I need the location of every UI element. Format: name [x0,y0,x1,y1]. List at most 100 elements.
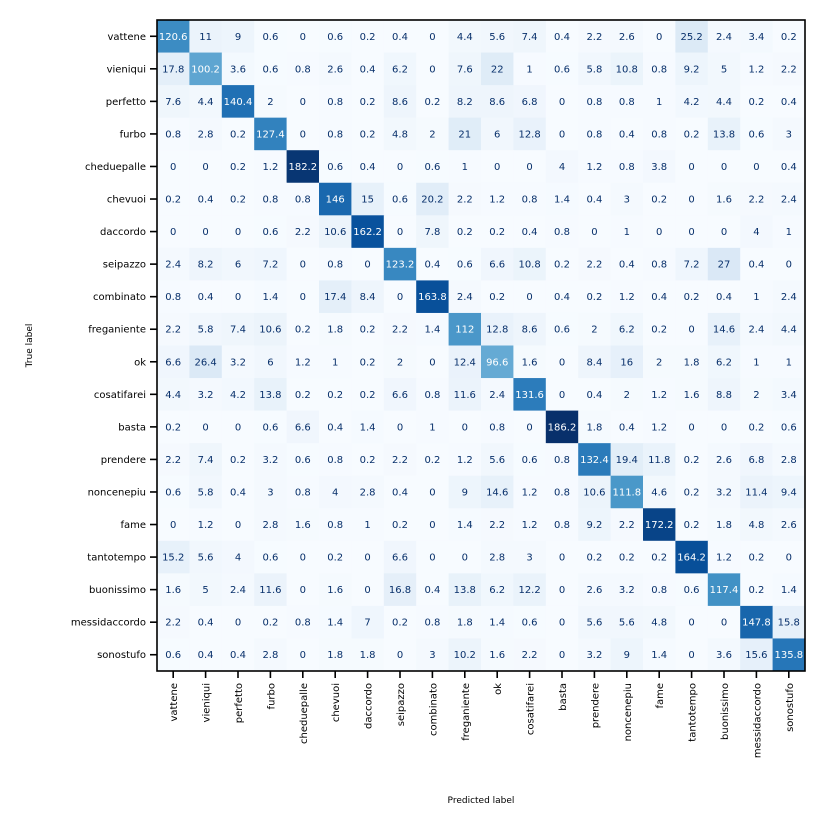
cell-value-label: 6.2 [489,585,505,596]
heatmap-cell [675,345,709,379]
heatmap-cell [610,540,644,574]
heatmap-cell [481,540,514,574]
heatmap-cell [707,638,741,672]
cell-value-label: 0 [559,390,565,401]
heatmap-cell [286,540,320,574]
cell-value-label: 0 [753,162,759,173]
cell-value-label: 11.6 [259,585,281,596]
heatmap-cell [513,182,547,216]
cell-value-label: 0.2 [230,195,246,206]
heatmap-cell [740,540,774,574]
cell-value-label: 0.2 [684,487,700,498]
cell-value-label: 14.6 [713,325,735,336]
heatmap-cell [416,345,450,379]
y-tick-label: noncenepiu [88,487,146,498]
heatmap-cell [286,280,320,314]
heatmap-cell [448,280,482,314]
cell-value-label: 0.8 [522,195,538,206]
cell-value-label: 0.2 [230,129,246,140]
cell-value-label: 6.8 [522,97,538,108]
heatmap-cell [286,20,320,54]
cell-value-label: 0 [721,162,727,173]
cell-value-label: 2.2 [586,260,602,271]
heatmap-cell [189,605,223,639]
cell-value-label: 1 [624,227,630,238]
cell-value-label: 27 [718,260,731,271]
heatmap-cell [416,215,450,249]
cell-value-label: 0 [494,162,500,173]
heatmap-cell [772,443,806,477]
heatmap-cell [254,475,288,509]
cell-value-label: 0.4 [198,618,214,629]
heatmap-cell [481,52,514,86]
heatmap-cells: 120.6 11 9 0.6 0 0.6 0.2 0.4 0 4.4 5.6 7.4 0.4 2.2 2.6… [157,20,806,672]
heatmap-cell [643,410,676,444]
cell-value-label: 2.6 [781,520,797,531]
cell-value-label: 0 [688,195,694,206]
cell-value-label: 0.4 [198,650,214,661]
heatmap-cell [578,117,612,151]
heatmap-cell [643,280,676,314]
cell-value-label: 0.4 [522,227,538,238]
heatmap-cell [610,475,644,509]
heatmap-cell [416,312,450,346]
heatmap-cell [221,117,255,151]
cell-value-label: 1 [656,97,662,108]
heatmap-cell [675,52,709,86]
heatmap-cell [351,605,385,639]
cell-value-label: 2.2 [489,520,505,531]
heatmap-cell [319,312,352,346]
heatmap-cell [513,378,547,412]
heatmap-cell [675,475,709,509]
cell-value-label: 0.2 [619,553,635,564]
cell-value-label: 0.8 [619,162,635,173]
cell-value-label: 3.4 [781,390,797,401]
cell-value-label: 0.2 [651,553,667,564]
y-axis: vattene vieniqui perfetto furbo cheduepalle c… [71,32,157,661]
heatmap-cell [416,280,450,314]
y-tick-label: ok [134,357,146,368]
heatmap-cell [643,443,676,477]
heatmap-cell [675,215,709,249]
heatmap-cell [286,378,320,412]
cell-value-label: 4 [753,227,759,238]
heatmap-cell [772,573,806,607]
cell-value-label: 182.2 [288,162,317,173]
x-tick-label: ok [493,683,504,695]
cell-value-label: 8.6 [392,97,408,108]
heatmap-cell [383,443,417,477]
cell-value-label: 0 [235,227,241,238]
heatmap-cell [351,247,385,281]
heatmap-cell [772,508,806,542]
cell-value-label: 0.2 [327,390,343,401]
heatmap-cell [383,410,417,444]
heatmap-cell [772,150,806,184]
cell-value-label: 4 [332,487,338,498]
heatmap-cell [513,20,547,54]
cell-value-label: 2 [397,357,403,368]
cell-value-label: 1.6 [295,520,311,531]
heatmap-cell [286,52,320,86]
cell-value-label: 15.8 [778,618,800,629]
cell-value-label: 2.4 [748,325,764,336]
cell-value-label: 0 [429,32,435,43]
cell-value-label: 3.4 [748,32,764,43]
heatmap-cell [286,85,320,119]
cell-value-label: 19.4 [616,455,638,466]
cell-value-label: 1.2 [619,292,635,303]
heatmap-cell [221,573,255,607]
cell-value-label: 12.4 [454,357,476,368]
cell-value-label: 146 [326,195,345,206]
cell-value-label: 15.6 [745,650,767,661]
y-tick-label: vieniqui [107,64,146,75]
heatmap-cell [578,52,612,86]
cell-value-label: 0.8 [295,195,311,206]
cell-value-label: 0.4 [198,292,214,303]
heatmap-cell [254,117,288,151]
heatmap-cell [740,443,774,477]
cell-value-label: 4.8 [392,129,408,140]
heatmap-cell [416,638,450,672]
cell-value-label: 4.4 [198,97,214,108]
cell-value-label: 2.8 [198,129,214,140]
x-tick-label: daccordo [364,683,375,729]
